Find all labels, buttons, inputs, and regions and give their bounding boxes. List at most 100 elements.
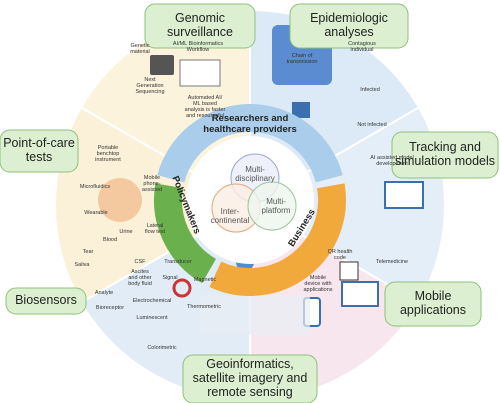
- annotation: Mobile phone-assisted: [142, 175, 162, 193]
- annotation-line: Colorimetric: [147, 345, 177, 351]
- annotation-line: Automated AI/: [188, 95, 223, 101]
- annotation-line: Bioreceptor: [96, 305, 124, 311]
- annotation: Next Generation Sequencing: [135, 77, 164, 95]
- annotation-line: Next: [144, 77, 156, 83]
- annotation-line: Signal: [162, 275, 177, 281]
- annotation: Blood: [103, 237, 117, 243]
- annotation-line: and other: [128, 275, 151, 281]
- ring-label-line: Researchers and: [212, 113, 289, 124]
- section-label-line: Point-of-care: [3, 136, 75, 150]
- annotation-line: CSF: [135, 259, 147, 265]
- annotation-line: Saliva: [75, 262, 91, 268]
- annotation: Tear: [83, 249, 94, 255]
- annotation: Chain of transmission: [287, 53, 318, 65]
- annotation: Signal: [162, 275, 177, 281]
- annotation-line: Telemedicine: [376, 259, 408, 265]
- annotation: AI assisted model development: [370, 155, 413, 167]
- section-label-box: [0, 129, 79, 173]
- map-icon: [200, 295, 310, 335]
- annotation-line: Thermometric: [187, 304, 221, 310]
- annotation: Colorimetric: [147, 345, 177, 351]
- section-label-box: [289, 3, 409, 49]
- section-label-box: [182, 354, 318, 403]
- annotation-line: individual: [351, 47, 374, 53]
- annotation-line: Not infected: [357, 122, 386, 128]
- venn-label-line: platform: [262, 206, 291, 215]
- annotation-line: Lateral: [147, 223, 164, 229]
- annotation: Telemedicine: [376, 259, 408, 265]
- sequencer-icon: [150, 55, 174, 75]
- venn-label: Multi-platform: [262, 197, 291, 215]
- annotation: CSF: [135, 259, 147, 265]
- annotation-line: flow test: [145, 229, 166, 235]
- section-label: Geoinformatics, satellite imagery and remo…: [193, 357, 308, 399]
- annotation-line: development: [376, 161, 408, 167]
- section-label-line: Biosensors: [15, 293, 77, 307]
- annotation-line: device with: [304, 281, 331, 287]
- annotation-line: Transducer: [164, 259, 192, 265]
- annotation-line: phone-: [143, 181, 160, 187]
- annotation-line: and resourceful: [186, 113, 224, 119]
- venn-label-line: Inter-: [221, 207, 240, 216]
- annotation-line: Electrochemical: [133, 298, 172, 304]
- annotation: Saliva: [75, 262, 91, 268]
- section-label-line: Geoinformatics,: [206, 357, 294, 371]
- body-fluid-icon: [98, 178, 142, 222]
- venn-label-line: Multi-: [245, 165, 265, 174]
- section-label-box: [144, 3, 256, 49]
- annotation: AI/ML Bioinformatics Workflow: [173, 41, 223, 53]
- annotation-line: body fluid: [128, 281, 152, 287]
- venn-label: Multi-disciplinary: [235, 165, 275, 183]
- annotation-line: code: [334, 255, 346, 261]
- section-label-line: Mobile: [415, 289, 452, 303]
- annotation: Wearable: [84, 210, 107, 216]
- annotation: Bioreceptor: [96, 305, 124, 311]
- annotation-line: Genetic: [131, 43, 150, 49]
- annotation-line: ML based: [193, 101, 217, 107]
- annotation-line: Tear: [83, 249, 94, 255]
- annotation-line: Microfluidics: [80, 184, 111, 190]
- annotation: Not infected: [357, 122, 386, 128]
- ring-label-line: healthcare providers: [203, 124, 296, 135]
- annotation: Analyte: [95, 290, 113, 296]
- annotation-line: Analyte: [95, 290, 113, 296]
- annotation-line: QR health: [328, 249, 353, 255]
- section-label: Epidemiologic analyses: [310, 11, 388, 39]
- section-label-line: applications: [400, 303, 466, 317]
- annotation-line: material: [130, 49, 150, 55]
- annotation-line: Mobile: [310, 275, 326, 281]
- annotation: Automated AI/ML based analysis is faster a…: [185, 95, 226, 119]
- section-label-box: [391, 131, 499, 179]
- annotation-line: Infected: [360, 87, 380, 93]
- laptop-icon: [341, 281, 379, 307]
- annotation: Mobile device with applications: [303, 275, 332, 293]
- section-label: Biosensors: [15, 293, 77, 307]
- annotation-line: Blood: [103, 237, 117, 243]
- annotation: Electrochemical: [133, 298, 172, 304]
- annotation-line: transmission: [287, 59, 318, 65]
- annotation-line: Contagious: [348, 41, 376, 47]
- annotation: Thermometric: [187, 304, 221, 310]
- annotation-line: benchtop: [97, 151, 120, 157]
- annotation: Microfluidics: [80, 184, 111, 190]
- section-label: Point-of-care tests: [3, 136, 75, 164]
- stakeholder-arc: [154, 183, 217, 284]
- annotation-line: applications: [303, 287, 332, 293]
- venn-circle: [247, 181, 297, 231]
- annotation-line: instrument: [95, 157, 121, 163]
- annotation: Urine: [119, 229, 132, 235]
- annotation: Transducer: [164, 259, 192, 265]
- annotation: Contagious individual: [348, 41, 376, 53]
- venn-label-line: Multi-: [266, 197, 286, 206]
- section-label-line: remote sensing: [207, 385, 293, 399]
- section-label-line: tests: [26, 150, 52, 164]
- stakeholder-arc: [157, 104, 343, 183]
- magnet-icon: [172, 278, 192, 298]
- annotation-line: Sequencing: [135, 89, 164, 95]
- stakeholder-ring: [154, 104, 346, 296]
- annotation-line: Generation: [136, 83, 163, 89]
- annotation-line: AI/ML Bioinformatics: [173, 41, 223, 47]
- annotation-line: Chain of: [292, 53, 313, 59]
- sector: [54, 106, 253, 304]
